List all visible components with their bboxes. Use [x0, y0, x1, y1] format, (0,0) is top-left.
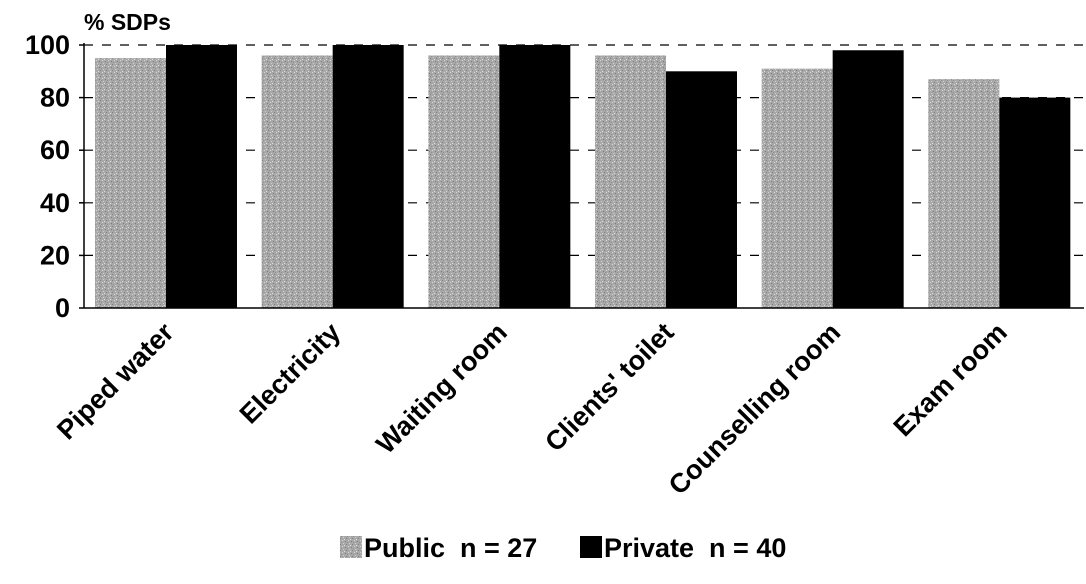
- category-label-2: Waiting room: [370, 317, 512, 459]
- y-tick-label: 80: [40, 83, 70, 113]
- bar-private-1: [332, 45, 404, 308]
- bars: [95, 45, 1071, 309]
- axes: [79, 43, 1084, 309]
- y-tick-labels: 0 20 40 60 80 100: [25, 30, 70, 323]
- bar-public-5: [928, 79, 1000, 308]
- bar-public-3: [595, 55, 666, 308]
- y-axis-label: % SDPs: [84, 9, 171, 35]
- category-label-0: Piped water: [51, 317, 180, 446]
- bar-private-2: [499, 45, 571, 308]
- bar-private-3: [666, 71, 737, 308]
- bar-private-5: [999, 97, 1071, 308]
- bar-public-4: [761, 68, 833, 308]
- category-label-5: Exam room: [888, 317, 1013, 442]
- legend-swatch-public: [340, 536, 362, 558]
- y-tick-label: 0: [55, 293, 70, 323]
- y-tick-label: 20: [40, 240, 70, 270]
- y-tick-label: 40: [40, 188, 70, 218]
- legend-swatch-private: [580, 536, 602, 558]
- category-labels: Piped water Electricity Waiting room Client…: [51, 317, 1013, 501]
- legend-label-public: Public n = 27: [364, 533, 537, 563]
- gridlines: [84, 44, 1084, 256]
- legend-label-private: Private n = 40: [604, 533, 786, 563]
- y-tick-label: 100: [25, 30, 70, 60]
- category-label-1: Electricity: [234, 317, 346, 429]
- bar-public-0: [95, 58, 166, 309]
- bar-public-1: [261, 55, 333, 308]
- bar-private-0: [166, 45, 237, 308]
- category-label-3: Clients' toilet: [539, 317, 679, 457]
- legend: Public n = 27 Private n = 40: [340, 533, 786, 563]
- bar-private-4: [832, 50, 904, 308]
- category-label-4: Counselling room: [663, 317, 846, 500]
- y-tick-label: 60: [40, 135, 70, 165]
- bar-public-2: [428, 55, 500, 308]
